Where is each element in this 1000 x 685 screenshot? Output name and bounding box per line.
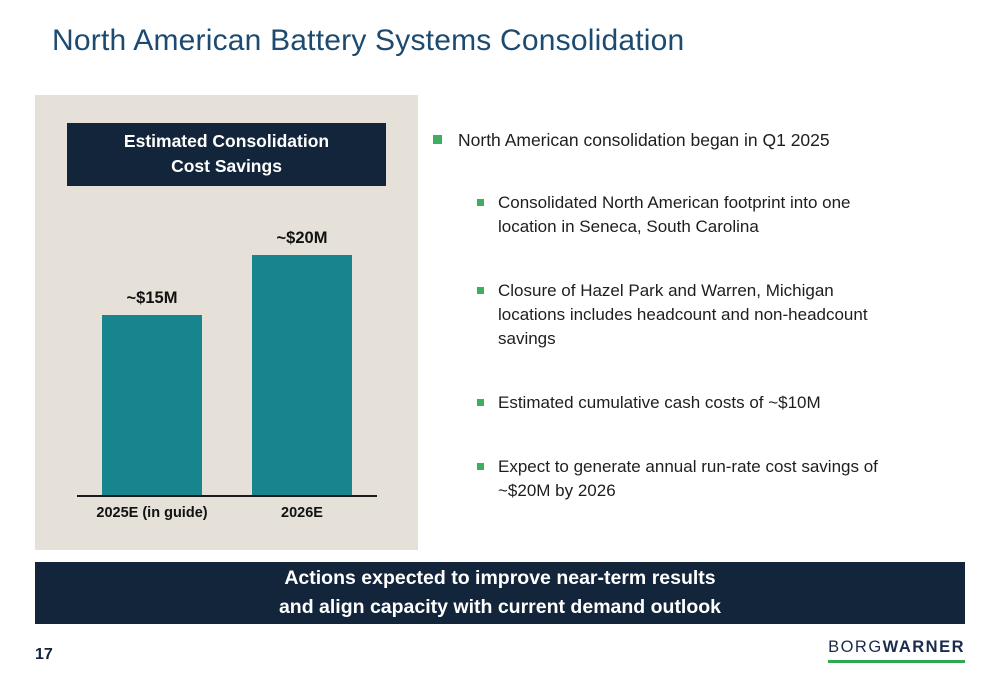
- chart-panel: Estimated Consolidation Cost Savings ~$1…: [35, 95, 418, 550]
- sub-bullet-item: Closure of Hazel Park and Warren, Michig…: [477, 279, 978, 351]
- bullet-square-icon: [477, 399, 484, 407]
- sub-bullet-text: Closure of Hazel Park and Warren, Michig…: [498, 280, 868, 348]
- bar-group: ~$15M: [77, 289, 227, 495]
- sub-bullet-list: Consolidated North American footprint in…: [477, 191, 978, 504]
- chart-title-line1: Estimated Consolidation: [123, 131, 330, 151]
- bar-value-label: ~$15M: [126, 289, 178, 307]
- bar-chart: ~$15M ~$20M: [77, 223, 377, 497]
- bar-value-label: ~$20M: [276, 229, 328, 247]
- sub-bullet-text: Estimated cumulative cash costs of ~$10M: [498, 393, 821, 413]
- bullet-square-icon: [477, 463, 484, 471]
- borgwarner-wordmark: BORGWARNER: [828, 638, 965, 657]
- sub-bullet-item: Consolidated North American footprint in…: [477, 191, 978, 239]
- sub-bullet-text: Expect to generate annual run-rate cost …: [498, 457, 878, 501]
- bullet-list: North American consolidation began in Q1…: [433, 128, 978, 504]
- borgwarner-logo: BORGWARNER: [828, 638, 965, 663]
- bar: [252, 255, 352, 495]
- sub-bullet-item: Estimated cumulative cash costs of ~$10M: [477, 391, 978, 415]
- bullet-square-icon: [477, 198, 484, 206]
- bullet-square-icon: [433, 135, 442, 144]
- page-title: North American Battery Systems Consolida…: [52, 24, 685, 57]
- footer-banner-text: Actions expected to improve near-term re…: [278, 566, 722, 618]
- sub-bullet-item: Expect to generate annual run-rate cost …: [477, 455, 978, 503]
- bar-category-label: 2025E (in guide): [96, 505, 208, 521]
- logo-green-underline: [828, 660, 965, 663]
- chart-title-line2: Cost Savings: [171, 156, 282, 177]
- bar-category-label: 2026E: [281, 505, 323, 521]
- bullet-main-text: North American consolidation began in Q1…: [458, 130, 830, 150]
- bullet-square-icon: [477, 286, 484, 294]
- bar: [102, 315, 202, 495]
- logo-borg-text: BORG: [828, 638, 883, 656]
- bar-chart-categories: 2025E (in guide) 2026E: [77, 505, 377, 521]
- page-number: 17: [35, 646, 53, 663]
- chart-title-box: Estimated Consolidation Cost Savings: [67, 123, 386, 186]
- footer-banner: Actions expected to improve near-term re…: [35, 562, 965, 624]
- logo-warner-text: WARNER: [882, 638, 965, 656]
- bar-group: ~$20M: [227, 229, 377, 495]
- sub-bullet-text: Consolidated North American footprint in…: [498, 192, 851, 236]
- bullet-item-main: North American consolidation began in Q1…: [433, 128, 978, 153]
